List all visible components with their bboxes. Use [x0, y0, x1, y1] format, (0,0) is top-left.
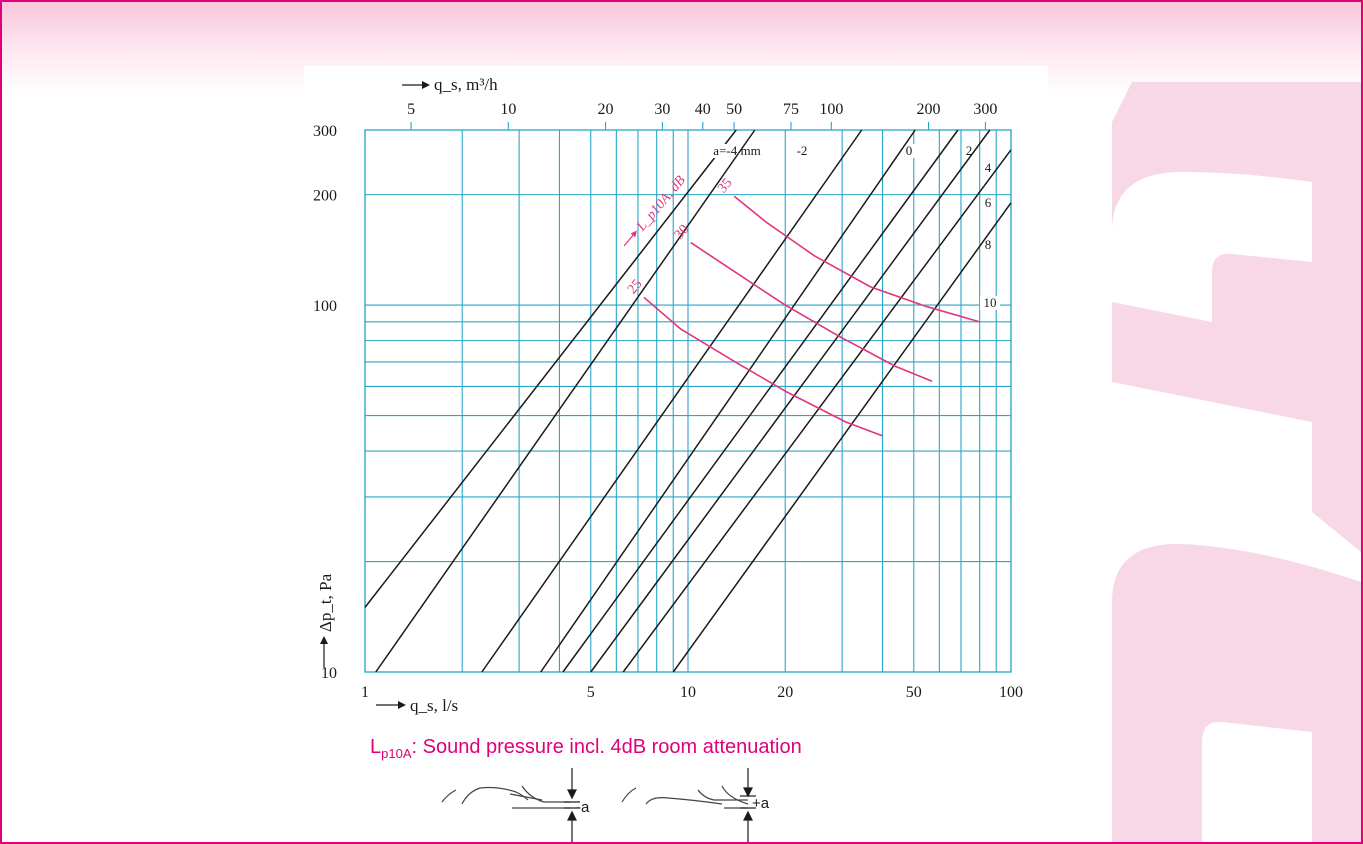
y-axis-arrowhead [320, 636, 328, 644]
grid [364, 129, 1012, 673]
top-tick-label: 40 [695, 101, 711, 118]
pressure-line-label: 4 [985, 160, 992, 175]
caption-subscript: p10A [381, 746, 412, 761]
sound-curve [733, 195, 980, 323]
pressure-line-label-bg [792, 144, 812, 158]
sound-level-arrow-line [623, 234, 634, 247]
top-tick-label: 10 [500, 101, 516, 118]
y-tick-label: 300 [313, 123, 337, 140]
decor-shape-bottom [1112, 543, 1361, 842]
pressure-line-label-bg [980, 296, 1000, 310]
pressure-line [672, 202, 1012, 673]
x-tick-label: 10 [680, 684, 696, 701]
x-tick-label: 50 [906, 684, 922, 701]
minus-a-dimension [564, 768, 580, 842]
pressure-line-label: -2 [797, 143, 808, 158]
pressure-line [375, 129, 756, 673]
pressure-line-label-bg [981, 238, 995, 252]
x-axis-label: q_s, l/s [376, 696, 458, 715]
top-axis-label-text: q_s, m³/h [434, 75, 498, 94]
y-axis-label-text: Δp_t, Pa [316, 573, 335, 632]
top-axis-label: q_s, m³/h [402, 75, 498, 94]
plot-border [364, 129, 1012, 673]
pressure-line-label: a=-4 mm [713, 143, 760, 158]
pressure-line-label-bg [709, 144, 765, 158]
top-axis-ticks: 5 10 20 30 40 50 75 100 200 300 [407, 101, 997, 130]
nozzle-minus-diagram [441, 785, 570, 809]
sound-curve [643, 296, 883, 437]
decorative-brand-shapes [1112, 82, 1361, 842]
top-tick-label: 5 [407, 101, 415, 118]
plus-a-dimension [740, 768, 756, 842]
pressure-line-label: 2 [966, 143, 973, 158]
x-tick-label: 1 [361, 684, 369, 701]
pressure-line-label: 0 [906, 143, 913, 158]
pressure-line [540, 129, 916, 673]
pressure-line-label-bg [981, 161, 995, 175]
nozzle-adjustment-diagram: -a +a [441, 768, 770, 842]
plus-a-label: +a [752, 795, 770, 812]
nozzle-plus-diagram [621, 785, 749, 809]
pressure-line [481, 129, 863, 673]
sound-level-arrowhead [630, 230, 637, 238]
pressure-line-label-bg [981, 196, 995, 210]
pressure-line [622, 149, 1012, 673]
caption-symbol: L [370, 736, 382, 758]
top-tick-label: 300 [973, 101, 997, 118]
pressure-line-label: 6 [985, 195, 992, 210]
pressure-flow-chart: 5 10 20 30 40 50 75 100 200 300 a=-4 mm -2 0 246810 … [304, 66, 1048, 736]
pressure-line-label: 10 [984, 295, 997, 310]
top-tick-label: 75 [783, 101, 799, 118]
pressure-lines: a=-4 mm -2 0 24 6 8 10 [364, 129, 1012, 673]
pressure-line [590, 129, 991, 673]
sound-pressure-caption: Lp10A: Sound pressure incl. 4dB room att… [370, 736, 802, 761]
decor-shape-top [1112, 82, 1361, 552]
x-tick-label: 100 [999, 684, 1023, 701]
top-tick-label: 200 [917, 101, 941, 118]
caption-text: : Sound pressure incl. 4dB room attenuat… [411, 736, 802, 758]
pressure-line-label-bg [902, 144, 916, 158]
y-tick-label: 100 [313, 298, 337, 315]
y-tick-label: 10 [321, 665, 337, 682]
minus-a-label: -a [576, 799, 590, 816]
top-tick-label: 100 [819, 101, 843, 118]
x-axis-label-text: q_s, l/s [410, 696, 458, 715]
x-tick-label: 5 [587, 684, 595, 701]
y-axis-label: Δp_t, Pa [316, 573, 335, 668]
top-tick-label: 30 [654, 101, 670, 118]
pressure-line [562, 129, 959, 673]
decor-shape-middle [1112, 302, 1212, 402]
pressure-line-label: 8 [985, 237, 992, 252]
x-axis-arrowhead [398, 701, 406, 709]
pressure-line [364, 129, 737, 608]
x-tick-label: 20 [777, 684, 793, 701]
top-axis-arrowhead [422, 81, 430, 89]
sound-curve [690, 241, 933, 382]
chart-paper [304, 66, 1048, 736]
top-tick-label: 20 [598, 101, 614, 118]
y-tick-label: 200 [313, 188, 337, 205]
top-tick-label: 50 [726, 101, 742, 118]
